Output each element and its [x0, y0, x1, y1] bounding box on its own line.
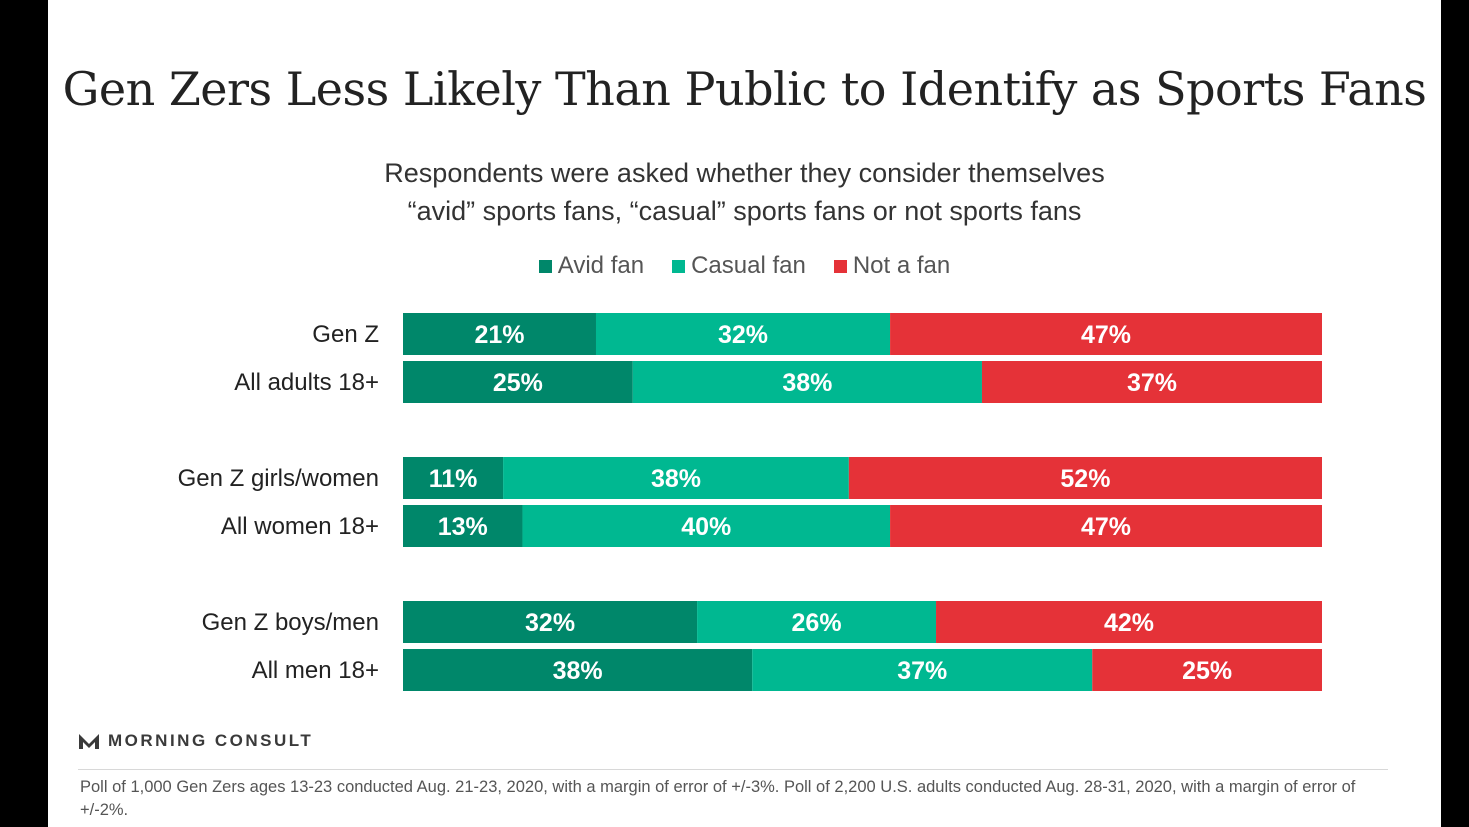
legend-swatch-avid [538, 259, 552, 273]
subtitle-line-1: Respondents were asked whether they cons… [384, 158, 1105, 188]
bar-value-label: 38% [553, 657, 603, 685]
bar-segment-casual [503, 457, 849, 499]
bar-value-label: 25% [493, 369, 543, 397]
bar-value-label: 47% [1081, 321, 1131, 349]
bar-segment-avid [403, 313, 596, 355]
legend-item-not: Not a fan [833, 252, 951, 280]
bar-segment-not [848, 457, 1322, 499]
chart-frame: Gen Zers Less Likely Than Public to Iden… [48, 0, 1441, 827]
bar-value-label: 25% [1182, 657, 1232, 685]
bar-segment-avid [403, 505, 523, 547]
bar-segment-not [890, 313, 1322, 355]
category-label: Gen Z girls/women [178, 465, 379, 492]
bar-value-label: 32% [525, 609, 575, 637]
category-label: All adults 18+ [234, 369, 379, 396]
bar-segment-not [1092, 649, 1322, 691]
legend-swatch-casual [672, 259, 686, 273]
bar-segment-avid [403, 601, 698, 643]
bar-value-label: 40% [681, 513, 731, 541]
bar-segment-avid [403, 457, 504, 499]
bar-segment-avid [403, 649, 753, 691]
bar-value-label: 11% [429, 465, 478, 493]
chart-title: Gen Zers Less Likely Than Public to Iden… [62, 62, 1427, 116]
bar-segment-not [981, 361, 1322, 403]
bar-value-label: 38% [782, 369, 832, 397]
stacked-bar-chart: Gen Z 21% 32% 47% All adults 18+ 25% 38% 37% Gen… [178, 313, 1322, 697]
morning-consult-logo-icon [79, 734, 99, 749]
bar-segment-not [936, 601, 1322, 643]
bar-gap [403, 403, 1322, 409]
legend-swatch-not [833, 259, 847, 273]
legend-label-not: Not a fan [852, 252, 951, 279]
bar-value-label: 42% [1104, 609, 1154, 637]
bar-value-label: 37% [897, 657, 947, 685]
bar-value-label: 37% [1127, 369, 1177, 397]
footnote: Poll of 1,000 Gen Zers ages 13-23 conduc… [80, 778, 1356, 819]
subtitle-line-2: “avid” sports fans, “casual” sports fans… [407, 196, 1082, 226]
legend-item-casual: Casual fan [672, 252, 806, 280]
bar-segment-casual [595, 313, 891, 355]
legend-label-avid: Avid fan [557, 252, 645, 279]
footnote-divider [78, 769, 1388, 770]
bar-segment-not [890, 505, 1322, 547]
bar-segment-casual [697, 601, 937, 643]
chart-subtitle: Respondents were asked whether they cons… [48, 154, 1441, 230]
bar-segment-casual [632, 361, 982, 403]
bar-value-label: 13% [438, 513, 488, 541]
bar-segment-casual [522, 505, 891, 547]
bar-value-label: 38% [651, 465, 701, 493]
bar-value-label: 32% [718, 321, 768, 349]
bar-gap [403, 355, 1322, 361]
legend-item-avid: Avid fan [538, 252, 645, 280]
category-label: Gen Z boys/men [202, 609, 379, 636]
bar-gap [403, 499, 1322, 505]
category-label: All women 18+ [221, 513, 379, 540]
bar-value-label: 52% [1060, 465, 1110, 493]
brand-name: MORNING CONSULT [108, 731, 314, 750]
bar-value-label: 21% [474, 321, 524, 349]
brand-logo: MORNING CONSULT [78, 730, 313, 752]
bar-gap [403, 643, 1322, 649]
bar-gap [403, 547, 1322, 553]
legend-label-casual: Casual fan [691, 252, 806, 279]
bar-value-label: 26% [792, 609, 842, 637]
category-label: Gen Z [312, 321, 379, 348]
bar-value-label: 47% [1081, 513, 1131, 541]
bar-segment-casual [752, 649, 1093, 691]
bar-segment-avid [403, 361, 633, 403]
legend: Avid fan Casual fan Not a fan [48, 252, 1441, 280]
bar-gap [403, 691, 1322, 697]
category-label: All men 18+ [252, 657, 379, 684]
